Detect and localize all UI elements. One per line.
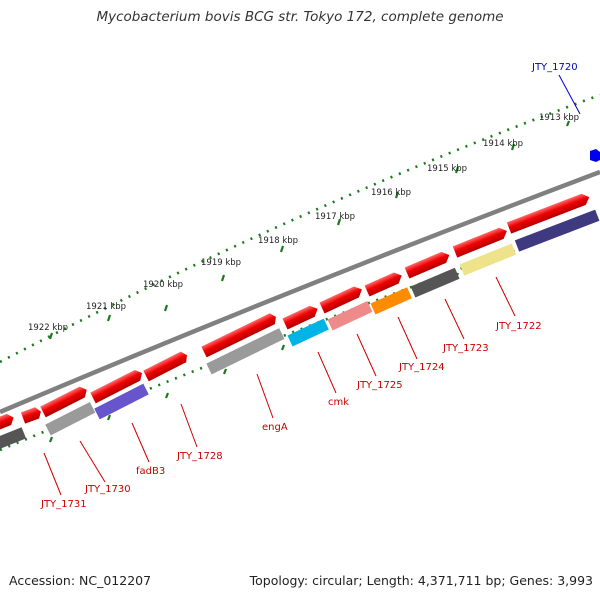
gene-leader-line xyxy=(317,351,337,394)
gene-label-jty-1723: JTY_1723 xyxy=(442,343,489,354)
category-band xyxy=(459,243,517,276)
cds-arrow xyxy=(40,386,87,418)
ruler-label: 1915 kbp xyxy=(427,164,467,174)
cds-arrow xyxy=(364,272,402,297)
ruler-labels: 1913 kbp 1914 kbp 1915 kbp 1916 kbp 1917… xyxy=(28,113,579,333)
cds-arrow xyxy=(404,251,450,279)
gene-leader-line xyxy=(43,452,62,496)
ruler-label: 1922 kbp xyxy=(28,323,68,333)
cds-arrow xyxy=(282,305,318,330)
ruler-label: 1921 kbp xyxy=(86,302,126,312)
cds-arrow xyxy=(90,369,143,404)
gene-label-fadb3: fadB3 xyxy=(136,466,165,477)
gene-leader-line xyxy=(256,373,274,419)
gene-label-jty-1730: JTY_1730 xyxy=(84,484,131,495)
gene-leader-line xyxy=(495,276,516,317)
gene-label-jty-1724: JTY_1724 xyxy=(398,362,445,373)
gene-jty-1720-arrow xyxy=(590,149,600,162)
gene-label-jty-1720: JTY_1720 xyxy=(531,62,578,73)
genome-backbone xyxy=(0,169,600,415)
gene-label-jty-1722: JTY_1722 xyxy=(495,321,542,332)
gene-leader-lines xyxy=(43,74,581,496)
gene-label-jty-1725: JTY_1725 xyxy=(356,380,403,391)
cds-arrow xyxy=(319,286,362,314)
category-band xyxy=(287,318,329,347)
gene-leader-line xyxy=(444,298,465,340)
gene-leader-line xyxy=(558,74,581,115)
cds-arrow xyxy=(506,193,590,234)
gene-leader-line xyxy=(79,440,106,483)
gene-leader-line xyxy=(131,422,150,463)
gene-label-cmk: cmk xyxy=(328,397,349,408)
ruler-major-ticks xyxy=(48,120,571,340)
cds-arrow xyxy=(143,351,187,382)
category-band xyxy=(0,427,27,450)
gene-label-jty-1728: JTY_1728 xyxy=(176,451,223,462)
gene-label-enga: engA xyxy=(262,422,288,433)
ruler-label: 1913 kbp xyxy=(539,113,579,123)
cds-arrow xyxy=(452,227,507,258)
gene-leader-line xyxy=(180,403,198,448)
ruler-label: 1917 kbp xyxy=(315,212,355,222)
category-band xyxy=(94,383,149,420)
category-track xyxy=(0,209,600,450)
ruler-label: 1920 kbp xyxy=(143,280,183,290)
outer-ruler xyxy=(0,93,600,364)
category-band xyxy=(45,401,96,436)
gene-label-jty-1731: JTY_1731 xyxy=(40,499,87,510)
gene-leader-line xyxy=(397,316,418,360)
category-band xyxy=(514,209,600,252)
category-band xyxy=(206,328,285,375)
ruler-label: 1918 kbp xyxy=(258,236,298,246)
accession-text: Accession: NC_012207 xyxy=(9,573,152,588)
ruler-label: 1919 kbp xyxy=(201,258,241,268)
gene-leader-line xyxy=(356,333,377,377)
cds-arrow xyxy=(201,313,276,358)
ruler-label: 1914 kbp xyxy=(483,139,523,149)
gene-labels: JTY_1720 JTY_1722 JTY_1723 JTY_1724 JTY_… xyxy=(40,62,578,510)
category-band xyxy=(370,287,412,315)
ruler-label: 1916 kbp xyxy=(371,188,411,198)
cds-arrow xyxy=(20,407,41,424)
category-band xyxy=(327,300,373,331)
topology-text: Topology: circular; Length: 4,371,711 bp… xyxy=(249,573,593,588)
cds-arrow xyxy=(0,413,14,431)
forward-cds-track xyxy=(0,193,590,431)
category-band xyxy=(410,267,460,298)
genome-title: Mycobacterium bovis BCG str. Tokyo 172, … xyxy=(96,9,504,25)
